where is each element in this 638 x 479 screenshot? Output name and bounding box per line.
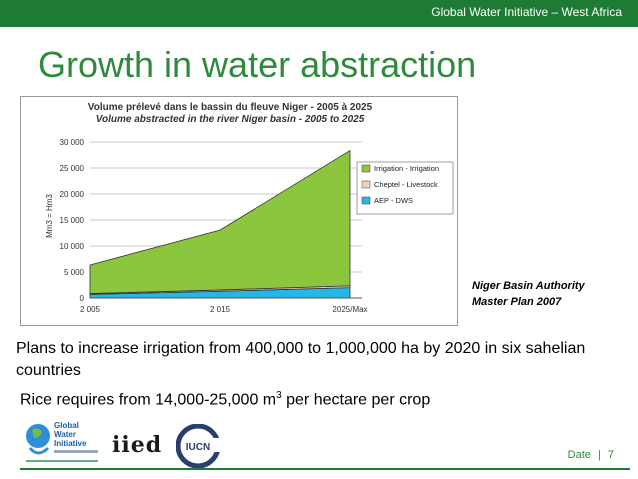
y-tick-label: 20 000: [60, 190, 85, 199]
legend-box: [356, 161, 454, 215]
legend-label: Cheptel - Livestock: [374, 180, 438, 189]
rice-text-pre: Rice requires from 14,000-25,000 m: [20, 391, 277, 409]
rice-text-post: per hectare per crop: [281, 391, 431, 409]
iucn-logo: IUCN: [176, 424, 220, 468]
iied-logo: iied: [112, 432, 163, 458]
y-tick-label: 30 000: [60, 138, 85, 147]
legend-swatch: [361, 180, 371, 189]
x-tick-label: 2025/Max: [332, 305, 367, 314]
header-org: Global Water Initiative – West Africa: [431, 5, 622, 19]
gwi-text-3: Initiative: [54, 439, 87, 448]
y-tick-label: 25 000: [60, 164, 85, 173]
area-irrigation-irrigation: [89, 149, 351, 294]
footer-separator: |: [597, 449, 601, 461]
rice-text-sup: 3: [276, 390, 282, 401]
footer-date: Date: [567, 449, 591, 461]
x-tick-label: 2 015: [210, 305, 231, 314]
header-bar: Global Water Initiative – West Africa: [0, 0, 638, 27]
footer: Date | 7: [568, 449, 614, 461]
gwi-text-1: Global: [54, 421, 79, 430]
chart-source: Niger Basin Authority Master Plan 2007: [472, 278, 622, 310]
page-number: 7: [607, 449, 614, 461]
source-line-2: Master Plan 2007: [472, 296, 562, 308]
area-chart: Volume prélevé dans le bassin du fleuve …: [20, 96, 458, 326]
source-line-1: Niger Basin Authority: [472, 280, 585, 292]
chart-container: Volume prélevé dans le bassin du fleuve …: [20, 96, 458, 326]
body-paragraph-irrigation: Plans to increase irrigation from 400,00…: [16, 340, 586, 379]
slide-title: Growth in water abstraction: [38, 44, 477, 85]
footer-divider: [20, 468, 630, 470]
iucn-text: IUCN: [186, 442, 210, 453]
gwi-text-2: Water: [54, 430, 76, 439]
y-tick-label: 0: [80, 294, 85, 303]
chart-title-en: Volume abstracted in the river Niger bas…: [96, 114, 365, 125]
body-paragraph-rice: Rice requires from 14,000-25,000 m3 per …: [20, 390, 430, 409]
legend-label: AEP - DWS: [374, 196, 413, 205]
y-tick-label: 5 000: [64, 268, 85, 277]
legend-swatch: [361, 164, 371, 173]
chart-ylabel: Mm3 = Hm3: [45, 194, 54, 238]
y-tick-label: 15 000: [60, 216, 85, 225]
gwi-logo: Global Water Initiative: [26, 421, 98, 462]
legend-label: Irrigation - Irrigation: [374, 164, 439, 173]
y-tick-label: 10 000: [60, 242, 85, 251]
x-tick-label: 2 005: [80, 305, 101, 314]
legend-swatch: [361, 196, 371, 205]
chart-title-fr: Volume prélevé dans le bassin du fleuve …: [88, 102, 373, 113]
